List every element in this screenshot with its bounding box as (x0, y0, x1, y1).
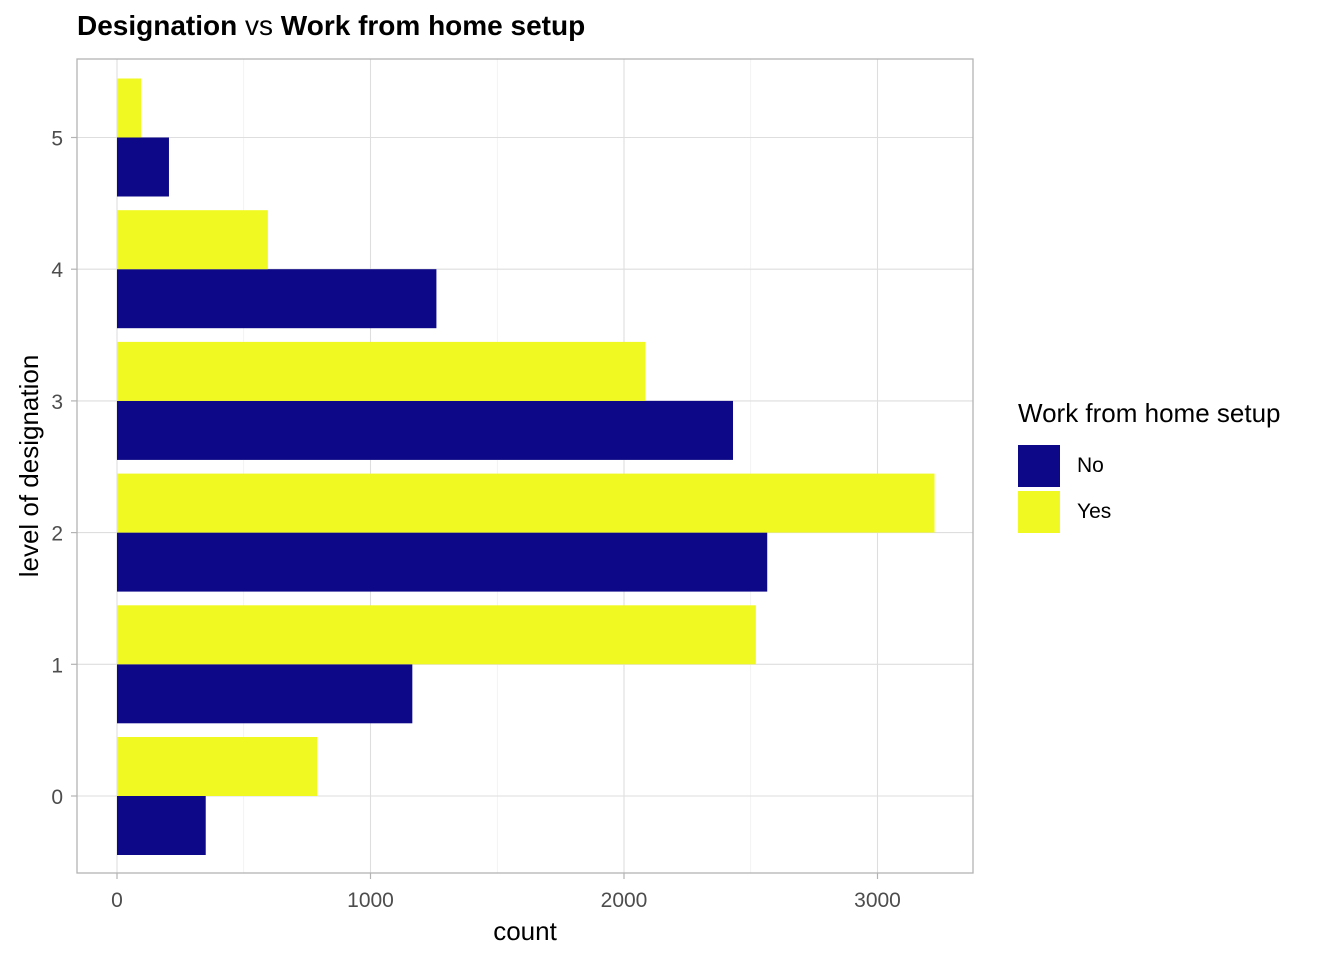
chart-title: Designation vs Work from home setup (77, 10, 585, 42)
bar-yes-level-3 (117, 341, 646, 401)
legend-item-yes: Yes (1018, 489, 1281, 535)
x-axis-title: count (493, 916, 557, 946)
bar-no-level-4 (117, 269, 437, 329)
title-part-wfh: Work from home setup (280, 10, 586, 41)
y-axis-ticks: 0 1 2 3 4 5 (51, 128, 77, 809)
legend-key-yes (1018, 491, 1060, 533)
y-tick-label: 3 (51, 391, 63, 414)
plot-panel-border (76, 58, 974, 874)
x-axis-ticks: 0 1000 2000 3000 (111, 873, 901, 912)
bar-no-level-1 (117, 664, 413, 724)
y-tick-label: 0 (51, 786, 63, 809)
bars (117, 78, 935, 855)
x-tick-label: 3000 (854, 889, 901, 912)
bar-yes-level-5 (117, 78, 142, 138)
x-tick-label: 1000 (347, 889, 394, 912)
legend: Work from home setup No Yes (1018, 398, 1281, 535)
x-tick-label: 0 (111, 889, 123, 912)
legend-item-no: No (1018, 443, 1281, 489)
title-part-vs: vs (237, 10, 281, 41)
bar-no-level-5 (117, 137, 169, 197)
bar-yes-level-2 (117, 473, 935, 533)
legend-title: Work from home setup (1018, 398, 1281, 428)
y-tick-label: 2 (51, 523, 63, 546)
bar-yes-level-4 (117, 210, 268, 270)
title-part-designation: Designation (77, 10, 238, 41)
bar-no-level-3 (117, 400, 734, 460)
bar-chart: 0 1 2 3 4 5 0 1000 2000 3000 count level of desi… (14, 58, 974, 946)
legend-label-yes: Yes (1077, 500, 1112, 523)
legend-label-no: No (1077, 454, 1104, 477)
bar-yes-level-0 (117, 737, 318, 796)
y-tick-label: 4 (51, 259, 63, 282)
y-tick-label: 1 (51, 654, 63, 677)
bar-no-level-2 (117, 532, 768, 592)
y-axis-title: level of designation (14, 355, 44, 578)
bar-yes-level-1 (117, 605, 756, 665)
legend-key-no (1018, 445, 1060, 487)
bar-no-level-0 (117, 796, 206, 855)
x-tick-label: 2000 (601, 889, 648, 912)
y-tick-label: 5 (51, 128, 63, 151)
